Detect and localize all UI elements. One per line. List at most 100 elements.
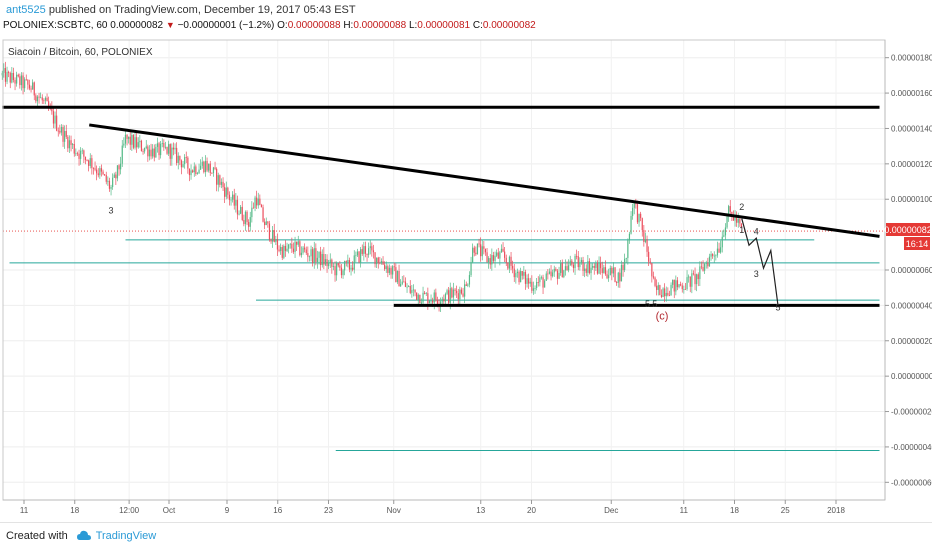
candle-body	[65, 130, 67, 137]
author-link[interactable]: ant5525	[6, 4, 46, 16]
candle-body	[609, 267, 611, 276]
candle-body	[505, 257, 507, 263]
candle-body	[604, 267, 607, 275]
candle-body	[715, 255, 717, 257]
candle-body	[232, 194, 234, 200]
candle-body	[1, 72, 3, 76]
candle-body	[646, 239, 648, 252]
candle-body	[726, 216, 728, 228]
candle-body	[656, 285, 658, 290]
price-tick-label: 0.00000020	[891, 337, 932, 346]
candle-body	[184, 157, 186, 165]
time-axis[interactable]: 11 18 12:00 Oct 9 16 23 Nov 13 20 Dec 11 18 25 2018	[20, 500, 846, 515]
candle-body	[86, 159, 88, 161]
price-chart[interactable]: 35 5(c)21 435 0.000001800.000001600.000001…	[0, 38, 932, 522]
candle-body	[374, 252, 376, 265]
candle-body	[276, 239, 279, 250]
descending-trendline	[89, 123, 880, 238]
candle-body	[14, 79, 16, 84]
candle-body	[6, 71, 8, 82]
candle-body	[697, 274, 699, 280]
candle-body	[713, 255, 715, 257]
candle-body	[284, 245, 287, 251]
candle-body	[532, 288, 535, 291]
candle-body	[707, 262, 709, 267]
tradingview-brand[interactable]: TradingView	[95, 530, 157, 542]
candle-body	[728, 206, 730, 217]
candle-body	[456, 290, 458, 294]
candle-body	[544, 280, 546, 288]
candle-body	[347, 260, 349, 262]
candle-body	[132, 134, 135, 148]
candle-body	[574, 255, 576, 269]
candle-body	[446, 290, 448, 294]
candle-body	[555, 268, 557, 271]
candle-body	[195, 166, 197, 174]
candle-body	[38, 96, 40, 98]
candle-body	[736, 214, 738, 223]
candle-body	[649, 261, 651, 264]
candle-body	[124, 134, 127, 144]
candle-body	[273, 230, 275, 242]
candle-body	[665, 292, 667, 297]
candle-body	[48, 101, 50, 109]
candle-body	[681, 285, 683, 290]
candle-body	[67, 136, 69, 149]
candle-body	[388, 267, 391, 273]
candle-body	[144, 147, 146, 152]
high-value: 0.00000088	[353, 20, 407, 31]
candle-body	[580, 260, 583, 264]
candle-body	[216, 168, 218, 185]
candle-body	[412, 289, 415, 291]
candle-body	[139, 140, 141, 143]
candle-body	[481, 246, 483, 257]
candle-body	[593, 265, 595, 268]
candle-body	[260, 205, 263, 208]
candle-body	[460, 289, 463, 294]
candle-body	[534, 288, 536, 289]
candle-body	[110, 187, 112, 189]
candle-body	[91, 158, 93, 168]
candle-body	[235, 199, 237, 206]
candle-body	[128, 136, 130, 139]
candle-body	[220, 181, 223, 185]
candle-body	[416, 292, 418, 300]
chart-area[interactable]: 3 5 5 (c) 2 1 4 3 5 0.00000180 0.00000160 0.000001…	[0, 38, 932, 522]
candle-body	[188, 168, 191, 176]
candle-body	[283, 245, 285, 258]
candle-body	[155, 146, 157, 158]
time-tick-label: 18	[70, 506, 79, 515]
candle-body	[366, 253, 368, 255]
candle-body	[33, 82, 35, 96]
wave-label: 5	[775, 303, 780, 313]
candle-body	[236, 199, 239, 215]
price-axis[interactable]: 0.00000180 0.00000160 0.00000140 0.00000120…	[885, 54, 932, 488]
candle-body	[43, 100, 45, 102]
candle-body	[136, 137, 138, 148]
candle-body	[483, 246, 485, 249]
candle-body	[185, 157, 187, 158]
candle-body	[612, 267, 615, 274]
candle-body	[70, 140, 72, 145]
candle-body	[72, 143, 74, 145]
published-text: published on TradingView.com, December 1…	[45, 4, 356, 16]
candle-body	[384, 264, 386, 270]
candle-body	[115, 174, 117, 179]
candle-body	[569, 260, 571, 266]
created-with-text: Created with	[6, 530, 68, 542]
candle-body	[704, 263, 706, 271]
candle-body	[361, 249, 363, 254]
candle-body	[424, 292, 426, 294]
candle-body	[659, 285, 661, 295]
candle-body	[526, 278, 528, 284]
close-label: C:	[472, 20, 483, 31]
candle-body	[411, 290, 413, 293]
time-tick-label: 18	[730, 506, 739, 515]
candle-body	[81, 150, 83, 152]
candle-body	[577, 256, 579, 268]
ohlc-legend: POLONIEX:SCBTC, 60 0.00000082 ▼ −0.00000…	[3, 20, 536, 31]
candle-body	[376, 257, 378, 265]
candle-body	[254, 197, 256, 208]
time-tick-label: Nov	[387, 506, 401, 515]
candle-body	[35, 95, 37, 102]
